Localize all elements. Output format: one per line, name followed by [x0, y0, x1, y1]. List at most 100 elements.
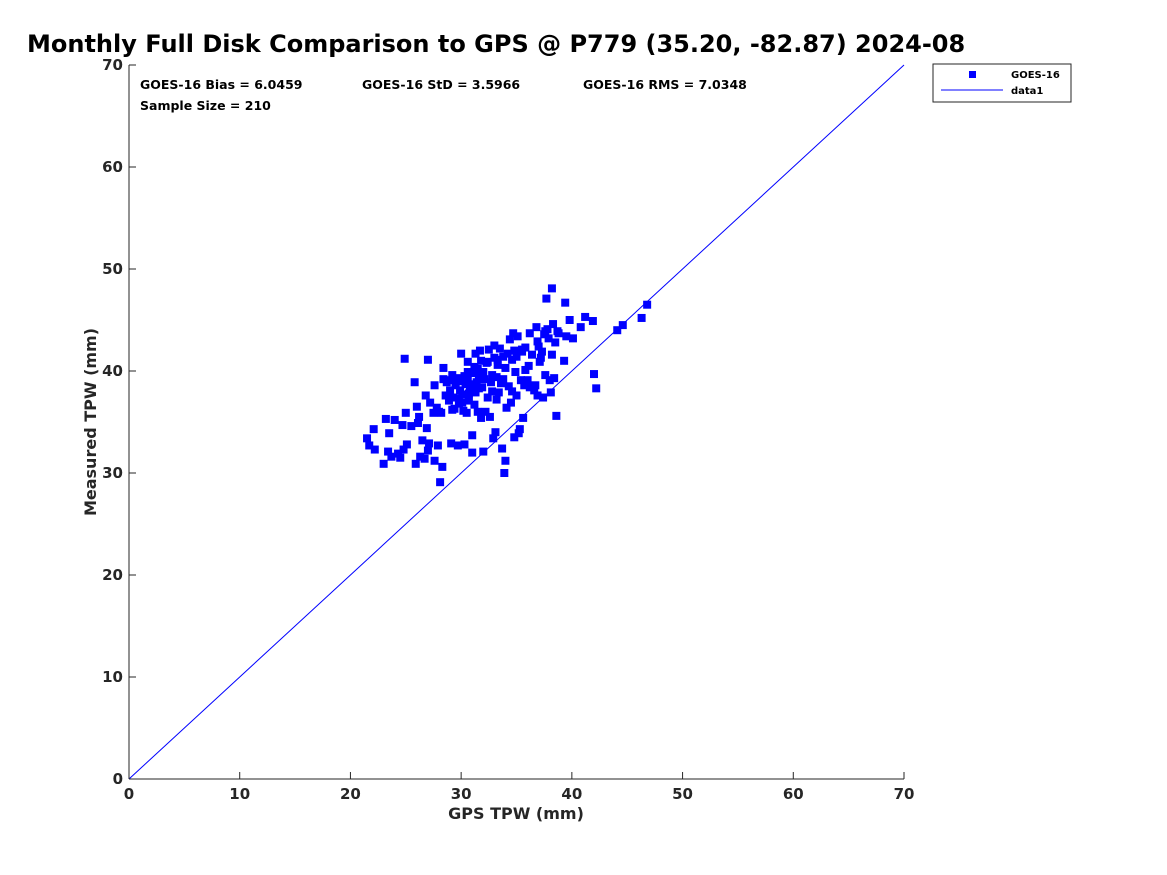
data-point	[523, 376, 532, 385]
y-tick-label: 20	[102, 566, 123, 584]
data-point	[550, 374, 559, 383]
data-point	[500, 469, 509, 477]
data-point	[552, 411, 561, 420]
data-point	[519, 413, 528, 422]
data-point	[537, 347, 546, 356]
data-point	[430, 456, 439, 465]
x-tick-label: 60	[783, 785, 804, 803]
data-point	[618, 321, 627, 330]
y-axis-ticks: 0 10 20 30 40 50 60 70	[102, 56, 136, 788]
data-point	[547, 350, 556, 359]
data-point	[466, 385, 474, 394]
stat-bias: GOES-16 Bias = 6.0459	[140, 77, 302, 92]
legend-label-goes16: GOES-16	[1011, 70, 1060, 81]
data-point	[488, 371, 497, 380]
data-point	[560, 356, 569, 365]
data-point	[410, 378, 419, 387]
data-point	[590, 370, 598, 379]
data-point	[492, 395, 501, 404]
y-tick-label: 30	[102, 464, 123, 482]
data-point	[369, 425, 378, 434]
data-point	[425, 439, 434, 448]
data-point	[400, 354, 409, 363]
data-point	[418, 436, 427, 445]
legend-marker-goes16	[969, 71, 976, 78]
data-point	[398, 421, 407, 430]
data-point	[473, 407, 482, 416]
data-point	[511, 368, 520, 377]
data-point	[394, 449, 403, 458]
data-point	[479, 368, 488, 377]
data-point	[528, 350, 536, 359]
data-point	[485, 412, 494, 421]
data-point	[514, 429, 523, 438]
legend: GOES-16 data1	[932, 63, 1072, 103]
data-point	[524, 361, 533, 370]
data-point	[463, 368, 472, 377]
data-point	[402, 440, 411, 449]
data-point	[461, 380, 470, 389]
y-tick-label: 40	[102, 362, 123, 380]
data-point	[435, 407, 443, 416]
data-point	[494, 388, 503, 397]
data-point	[407, 422, 416, 431]
data-point	[501, 456, 510, 465]
data-point	[454, 394, 463, 403]
y-tick-label: 70	[102, 56, 123, 74]
data-point	[458, 390, 467, 399]
x-tick-label: 50	[672, 785, 693, 803]
data-point	[363, 434, 372, 443]
data-point	[497, 379, 505, 388]
x-tick-label: 30	[451, 785, 472, 803]
scatter-points-group	[363, 284, 652, 487]
x-tick-label: 70	[894, 785, 915, 803]
data-point	[503, 349, 512, 358]
data-point	[525, 383, 534, 392]
y-axis-label: Measured TPW (mm)	[81, 328, 100, 516]
data-point	[525, 329, 534, 338]
data-point	[493, 360, 502, 369]
data-point	[489, 434, 498, 443]
data-point	[379, 459, 388, 468]
data-point	[401, 408, 410, 417]
data-point	[592, 384, 601, 393]
legend-label-data1: data1	[1011, 86, 1043, 97]
data-point	[534, 342, 543, 351]
data-point	[490, 341, 499, 350]
data-point	[463, 357, 472, 366]
data-point	[520, 381, 529, 390]
data-point	[484, 345, 493, 354]
data-point	[413, 419, 422, 428]
data-point	[581, 312, 590, 321]
data-point	[498, 444, 507, 453]
data-point	[423, 446, 432, 455]
data-point	[565, 316, 574, 324]
data-point	[448, 371, 457, 380]
data-point	[546, 388, 555, 397]
data-point	[430, 381, 439, 390]
data-point	[542, 294, 551, 303]
data-point	[412, 402, 421, 411]
data-point	[477, 413, 486, 422]
data-point	[438, 462, 447, 471]
data-point	[487, 378, 496, 387]
data-point	[444, 396, 453, 405]
data-point	[491, 428, 500, 437]
data-point	[429, 408, 438, 417]
data-point	[499, 375, 508, 384]
data-point	[444, 376, 453, 385]
y-tick-label: 0	[113, 770, 123, 788]
data-point	[536, 353, 545, 362]
data-point	[451, 378, 460, 387]
data-point	[480, 375, 489, 384]
data-point	[475, 346, 484, 355]
data-point	[637, 313, 646, 322]
y-tick-label: 60	[102, 158, 123, 176]
data-point	[460, 372, 469, 381]
data-point	[473, 364, 482, 373]
data-point	[446, 386, 455, 395]
stat-sample-size: Sample Size = 210	[140, 98, 271, 113]
data-point	[512, 391, 521, 400]
chart-title: Monthly Full Disk Comparison to GPS @ P7…	[27, 30, 965, 58]
